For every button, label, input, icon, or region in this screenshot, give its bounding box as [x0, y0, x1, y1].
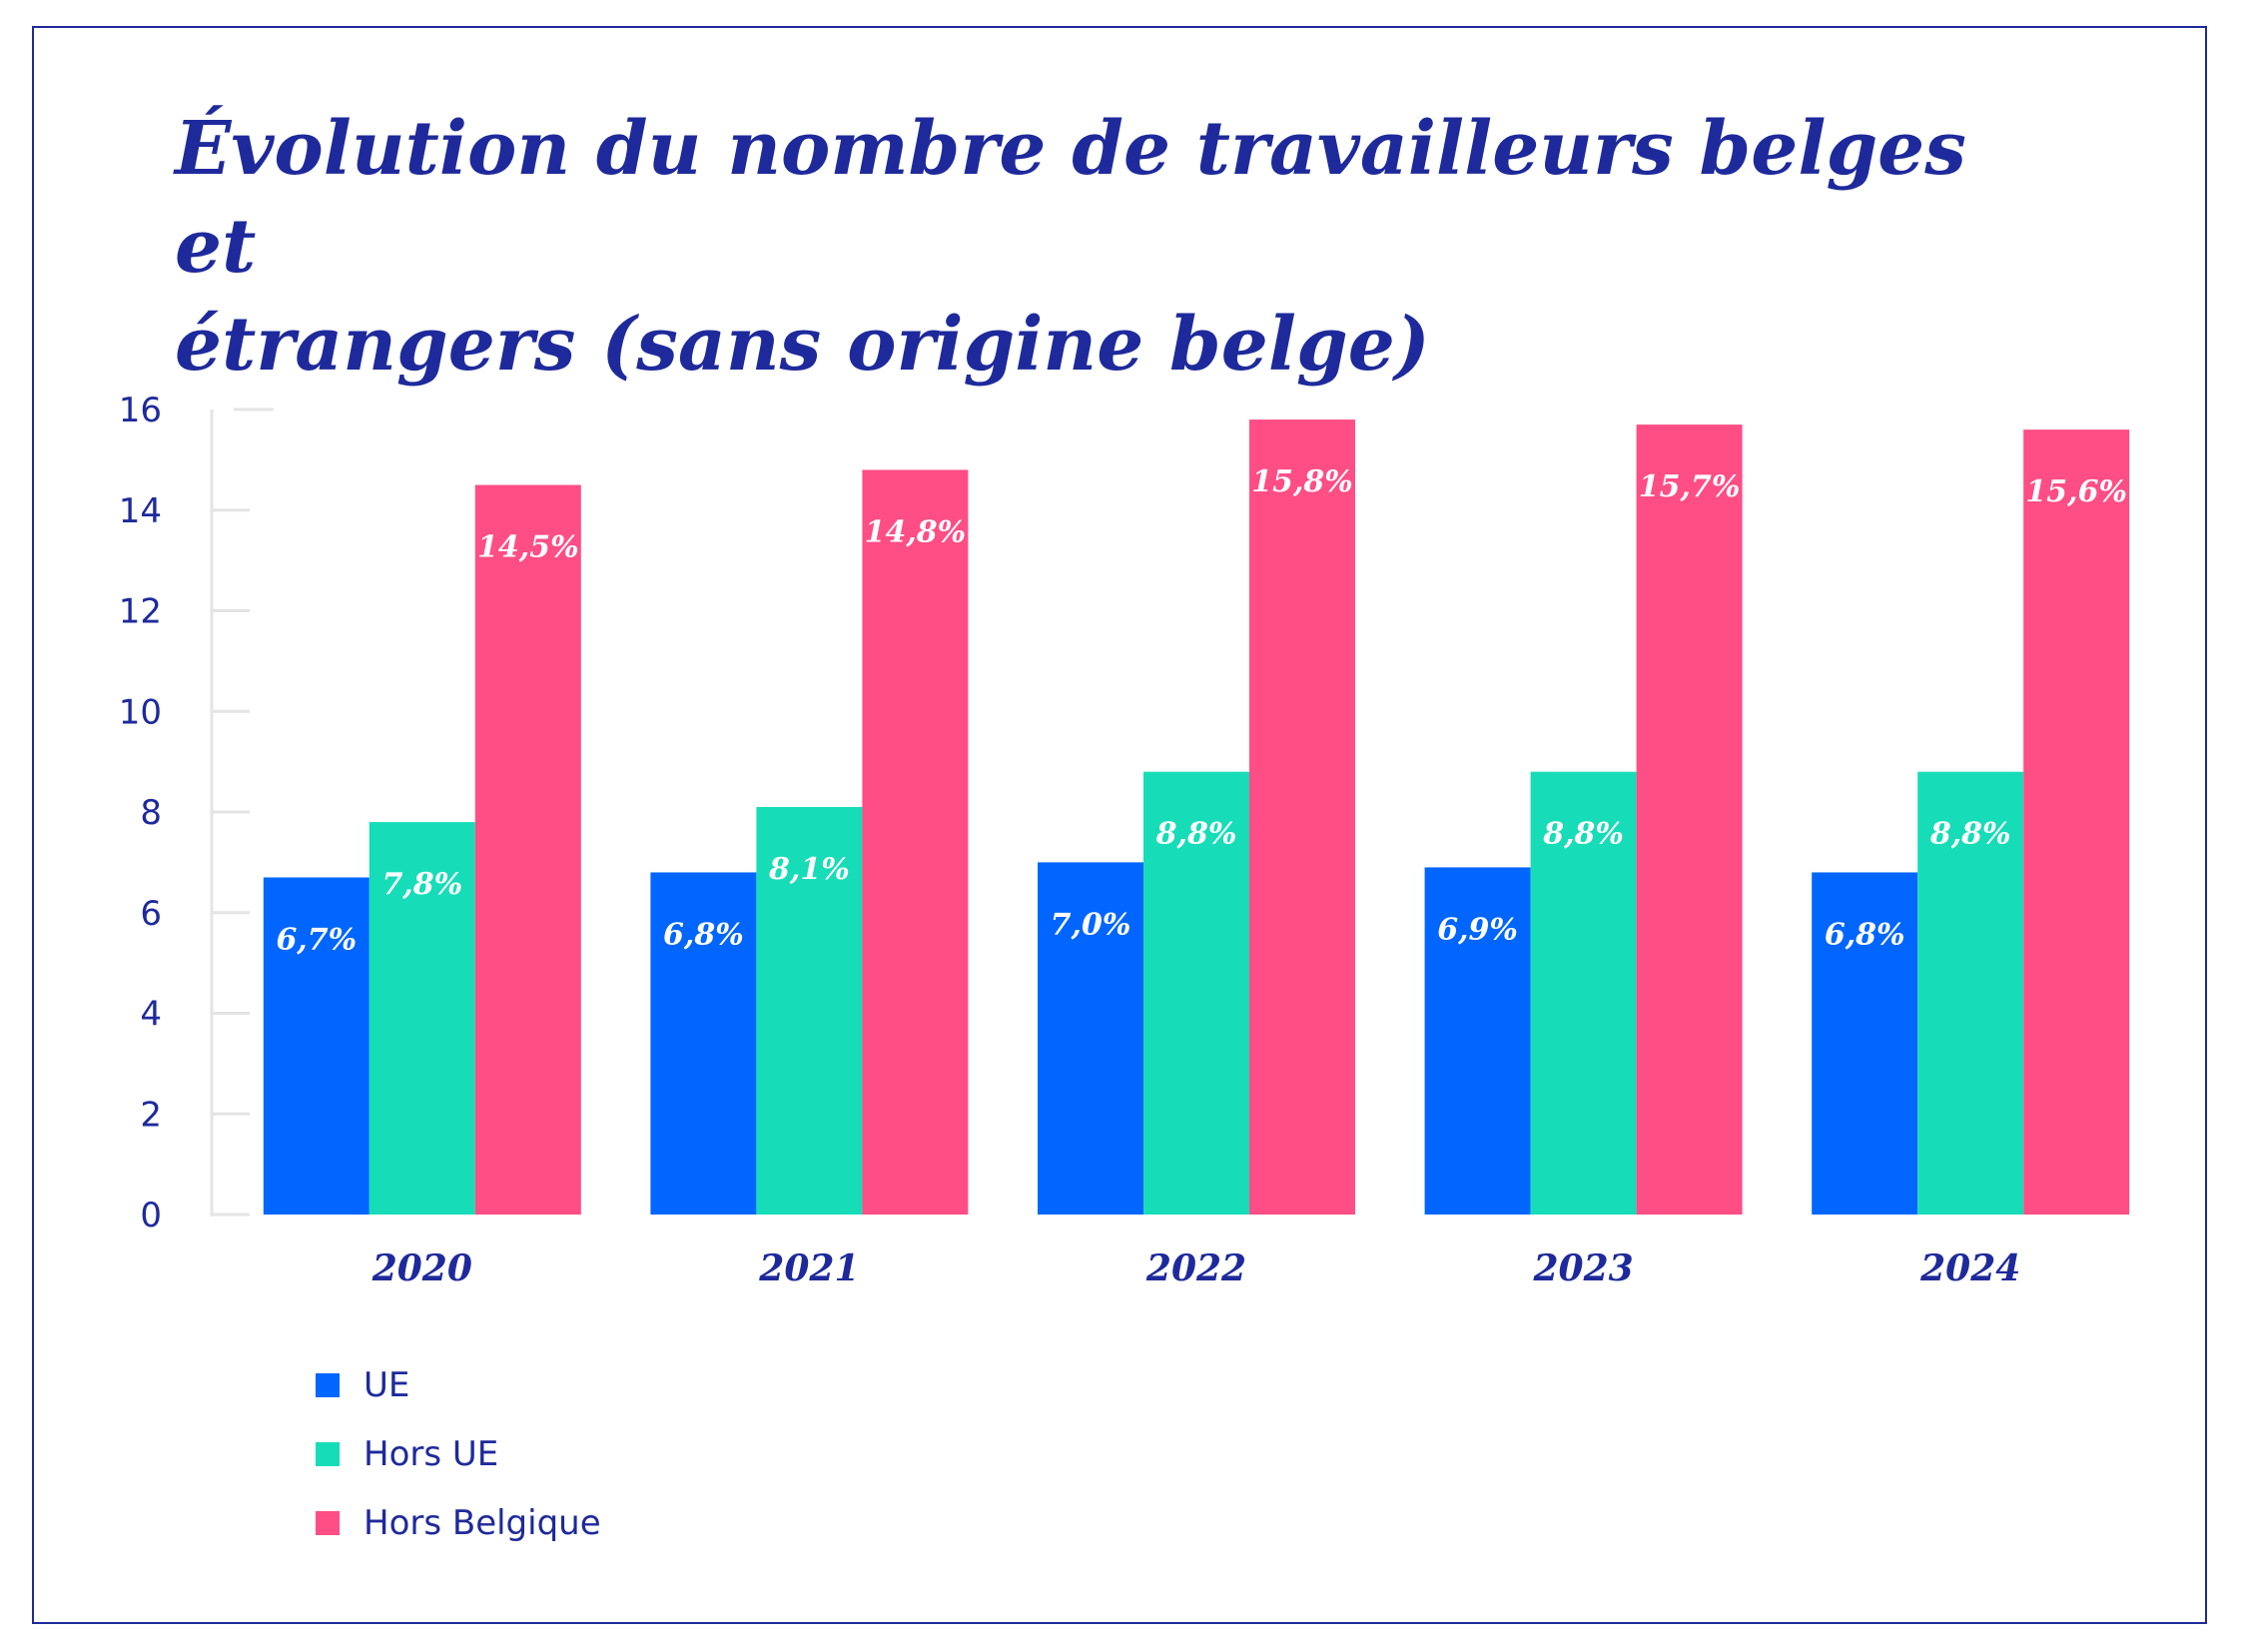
- x-tick-label: 2023: [1532, 1247, 1633, 1289]
- data-label: 7,8%: [381, 867, 462, 902]
- y-tick-label: 4: [140, 995, 162, 1035]
- data-label: 6,8%: [663, 917, 744, 952]
- data-label: 15,7%: [1639, 469, 1741, 504]
- bar-ue-2022: [1038, 862, 1143, 1215]
- bar-hors-belgique-2022: [1249, 419, 1355, 1215]
- data-label: 6,7%: [276, 922, 357, 957]
- bar-hors-ue-2024: [1917, 771, 2024, 1215]
- chart-frame: [32, 26, 2207, 1624]
- legend-swatch: [316, 1510, 340, 1535]
- data-label: 15,6%: [2025, 474, 2127, 509]
- bar-hors-belgique-2020: [474, 484, 581, 1215]
- bar-hors-ue-2023: [1530, 771, 1637, 1215]
- chart-title-line-2: étrangers (sans origine belge): [175, 302, 1430, 388]
- bar-hors-ue-2020: [369, 822, 475, 1215]
- bar-hors-belgique-2024: [2023, 429, 2130, 1215]
- bar-hors-ue-2021: [756, 806, 863, 1215]
- data-label: 8,1%: [768, 852, 850, 887]
- legend-item-ue: UE: [316, 1350, 601, 1419]
- data-label: 8,8%: [1929, 817, 2011, 852]
- y-tick-label: 6: [140, 894, 162, 934]
- bar-ue-2024: [1812, 872, 1918, 1215]
- legend-swatch: [316, 1441, 340, 1466]
- x-tick-label: 2024: [1919, 1247, 2020, 1289]
- bar-hors-belgique-2021: [862, 469, 969, 1215]
- data-label: 7,0%: [1051, 907, 1131, 942]
- y-tick-label: 2: [140, 1095, 162, 1135]
- x-tick-label: 2022: [1145, 1247, 1246, 1289]
- data-label: 14,5%: [477, 530, 579, 565]
- bars: [263, 419, 2130, 1215]
- data-label: 6,9%: [1437, 912, 1518, 947]
- y-tick-label: 14: [119, 491, 162, 531]
- bar-hors-ue-2022: [1143, 771, 1249, 1215]
- legend-swatch: [316, 1372, 340, 1397]
- data-labels: 6,7% 7,8% 14,5% 6,8% 8,1% 14,8% 7,0% 8,8% 15,8% 6…: [276, 464, 2127, 957]
- legend-label: Hors Belgique: [364, 1502, 601, 1543]
- y-tick-label: 0: [140, 1196, 162, 1236]
- y-tick-label: 10: [119, 692, 162, 732]
- y-tick-label: 8: [140, 793, 162, 833]
- x-tick-label: 2021: [758, 1247, 859, 1289]
- chart-title: Évolution du nombre de travailleurs belg…: [175, 100, 2072, 394]
- chart-title-line-1: Évolution du nombre de travailleurs belg…: [175, 106, 1966, 290]
- bar-ue-2021: [650, 872, 757, 1215]
- legend-item-hors-ue: Hors UE: [316, 1419, 601, 1488]
- legend-label: Hors UE: [364, 1433, 499, 1474]
- data-label: 14,8%: [865, 514, 967, 549]
- x-axis-labels: 2020 2021 2022 2023 2024: [372, 1247, 2021, 1289]
- bar-ue-2020: [263, 877, 370, 1215]
- data-label: 8,8%: [1155, 817, 1237, 852]
- data-label: 8,8%: [1542, 817, 1624, 852]
- legend-label: UE: [364, 1364, 410, 1405]
- legend-item-hors-belgique: Hors Belgique: [316, 1488, 601, 1557]
- bar-ue-2023: [1424, 867, 1531, 1215]
- x-tick-label: 2020: [372, 1247, 472, 1289]
- y-tick-label: 12: [119, 592, 162, 632]
- y-tick-label: 16: [119, 391, 162, 430]
- legend: UE Hors UE Hors Belgique: [316, 1350, 601, 1557]
- data-label: 6,8%: [1825, 917, 1905, 952]
- bar-hors-belgique-2023: [1636, 424, 1743, 1215]
- data-label: 15,8%: [1251, 464, 1353, 499]
- y-axis: 0 2 4 6 8 10 12 14 16: [119, 391, 274, 1236]
